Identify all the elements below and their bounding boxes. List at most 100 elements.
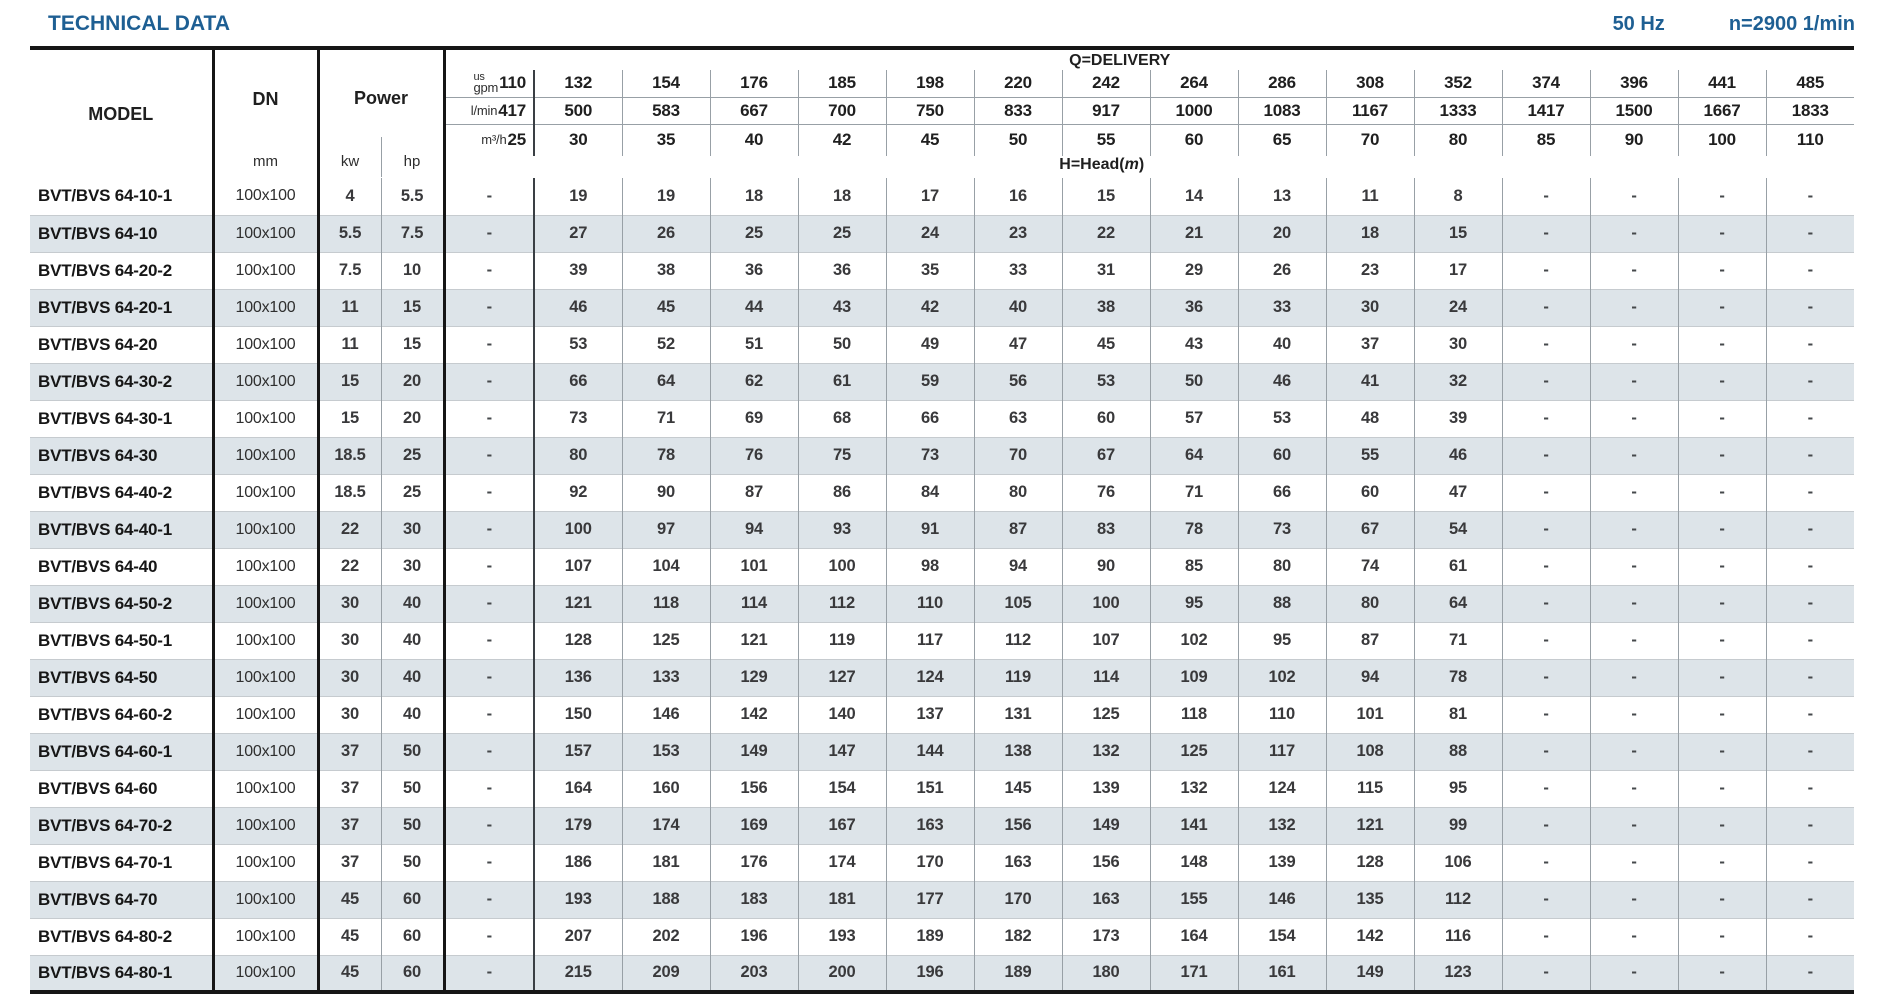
head-value-cell: 112 bbox=[973, 622, 1062, 659]
hp-cell: 50 bbox=[380, 770, 444, 807]
delivery-unit-name: gpm bbox=[473, 79, 499, 95]
head-empty-cell: - bbox=[1765, 844, 1854, 881]
head-value-cell: 83 bbox=[1061, 511, 1150, 548]
delivery-flow-value: 40 bbox=[709, 124, 798, 156]
delivery-flow-value: 60 bbox=[1149, 124, 1238, 156]
head-empty-cell: - bbox=[442, 511, 534, 548]
head-value-cell: 24 bbox=[1413, 289, 1502, 326]
kw-cell: 11 bbox=[316, 326, 381, 363]
head-value-cell: 117 bbox=[885, 622, 974, 659]
dn-cell: 100x100 bbox=[211, 252, 318, 289]
head-value-cell: 36 bbox=[1149, 289, 1238, 326]
head-empty-cell: - bbox=[442, 215, 534, 252]
head-value-cell: 144 bbox=[885, 733, 974, 770]
head-value-cell: 23 bbox=[1325, 252, 1414, 289]
head-value-cell: 32 bbox=[1413, 363, 1502, 400]
head-value-cell: 136 bbox=[533, 659, 622, 696]
kw-cell: 30 bbox=[316, 622, 381, 659]
hp-cell: 25 bbox=[380, 437, 444, 474]
delivery-flow-value: 1833 bbox=[1765, 97, 1854, 125]
table-header: MODEL DN mm Power kw hp Q=DELIVERY bbox=[30, 48, 1854, 178]
head-value-cell: 106 bbox=[1413, 844, 1502, 881]
delivery-flow-value: 308 bbox=[1325, 70, 1414, 98]
head-value-cell: 18 bbox=[797, 178, 886, 215]
delivery-unit-row-2: m³/h 25 30 35 40 42 45 50 55 60 65 70 80 85 90 100 110 bbox=[30, 124, 1854, 156]
head-value-cell: 45 bbox=[1061, 326, 1150, 363]
head-value-cell: 19 bbox=[621, 178, 710, 215]
head-value-cell: 90 bbox=[621, 474, 710, 511]
head-value-cell: 167 bbox=[797, 807, 886, 844]
head-value-cell: 18 bbox=[1325, 215, 1414, 252]
head-value-cell: 99 bbox=[1413, 807, 1502, 844]
head-label-row: H=Head(m) bbox=[30, 156, 1854, 178]
delivery-flow-value: 65 bbox=[1237, 124, 1326, 156]
head-value-cell: 138 bbox=[973, 733, 1062, 770]
head-value-cell: 45 bbox=[621, 289, 710, 326]
power-header-label: Power bbox=[353, 87, 409, 108]
kw-cell: 18.5 bbox=[316, 474, 381, 511]
head-value-cell: 94 bbox=[973, 548, 1062, 585]
head-value-cell: 39 bbox=[1413, 400, 1502, 437]
table-row: BVT/BVS 64-60-2 100x100 30 40-150 146 142 140 1… bbox=[30, 696, 1854, 733]
head-value-cell: 33 bbox=[1237, 289, 1326, 326]
head-empty-cell: - bbox=[1765, 955, 1854, 992]
head-value-cell: 153 bbox=[621, 733, 710, 770]
delivery-unit-name: m³/h bbox=[481, 132, 507, 148]
hp-cell: 40 bbox=[380, 659, 444, 696]
head-value-cell: 207 bbox=[533, 918, 622, 955]
head-value-cell: 196 bbox=[709, 918, 798, 955]
model-cell: BVT/BVS 64-60-1 bbox=[38, 741, 172, 761]
dn-cell: 100x100 bbox=[211, 363, 318, 400]
head-empty-cell: - bbox=[1501, 622, 1590, 659]
head-value-cell: 125 bbox=[1149, 733, 1238, 770]
head-empty-cell: - bbox=[1589, 548, 1678, 585]
head-value-cell: 112 bbox=[797, 585, 886, 622]
head-value-cell: 73 bbox=[885, 437, 974, 474]
head-empty-cell: - bbox=[1589, 918, 1678, 955]
head-value-cell: 132 bbox=[1237, 807, 1326, 844]
model-cell: BVT/BVS 64-70 bbox=[38, 889, 158, 909]
delivery-flow-value: 176 bbox=[709, 70, 798, 98]
delivery-flow-value: 185 bbox=[797, 70, 886, 98]
kw-cell: 37 bbox=[316, 770, 381, 807]
head-value-cell: 57 bbox=[1149, 400, 1238, 437]
head-empty-cell: - bbox=[1677, 955, 1766, 992]
head-value-cell: 73 bbox=[1237, 511, 1326, 548]
head-value-cell: 60 bbox=[1061, 400, 1150, 437]
head-value-cell: 125 bbox=[1061, 696, 1150, 733]
hp-cell: 60 bbox=[380, 881, 444, 918]
head-value-cell: 177 bbox=[885, 881, 974, 918]
model-cell: BVT/BVS 64-40 bbox=[38, 556, 158, 576]
head-empty-cell: - bbox=[1589, 363, 1678, 400]
head-value-cell: 112 bbox=[1413, 881, 1502, 918]
head-value-cell: 148 bbox=[1149, 844, 1238, 881]
model-cell: BVT/BVS 64-40-2 bbox=[38, 482, 172, 502]
table-row: BVT/BVS 64-40 100x100 22 30-107 104 101 100 98 9… bbox=[30, 548, 1854, 585]
head-value-cell: 156 bbox=[1061, 844, 1150, 881]
head-value-cell: 202 bbox=[621, 918, 710, 955]
head-empty-cell: - bbox=[442, 585, 534, 622]
hp-cell: 50 bbox=[380, 733, 444, 770]
head-value-cell: 30 bbox=[1413, 326, 1502, 363]
head-empty-cell: - bbox=[1501, 511, 1590, 548]
dn-cell: 100x100 bbox=[211, 881, 318, 918]
frequency-label: 50 Hz bbox=[1612, 13, 1665, 35]
table-row: BVT/BVS 64-10 100x100 5.5 7.5-27 26 25 25 24 23 2… bbox=[30, 215, 1854, 252]
head-value-cell: 131 bbox=[973, 696, 1062, 733]
model-cell: BVT/BVS 64-20 bbox=[38, 334, 158, 354]
head-empty-cell: - bbox=[442, 733, 534, 770]
head-value-cell: 149 bbox=[1061, 807, 1150, 844]
head-value-cell: 51 bbox=[709, 326, 798, 363]
table-row: BVT/BVS 64-80-1 100x100 45 60-215 209 203 200 1… bbox=[30, 955, 1854, 992]
head-value-cell: 52 bbox=[621, 326, 710, 363]
head-value-cell: 23 bbox=[973, 215, 1062, 252]
kw-cell: 15 bbox=[316, 400, 381, 437]
head-empty-cell: - bbox=[1677, 659, 1766, 696]
model-cell: BVT/BVS 64-10-1 bbox=[38, 186, 172, 206]
head-value-cell: 98 bbox=[885, 548, 974, 585]
head-empty-cell: - bbox=[442, 326, 534, 363]
head-empty-cell: - bbox=[442, 289, 534, 326]
head-value-cell: 94 bbox=[1325, 659, 1414, 696]
head-value-cell: 44 bbox=[709, 289, 798, 326]
head-value-cell: 127 bbox=[797, 659, 886, 696]
